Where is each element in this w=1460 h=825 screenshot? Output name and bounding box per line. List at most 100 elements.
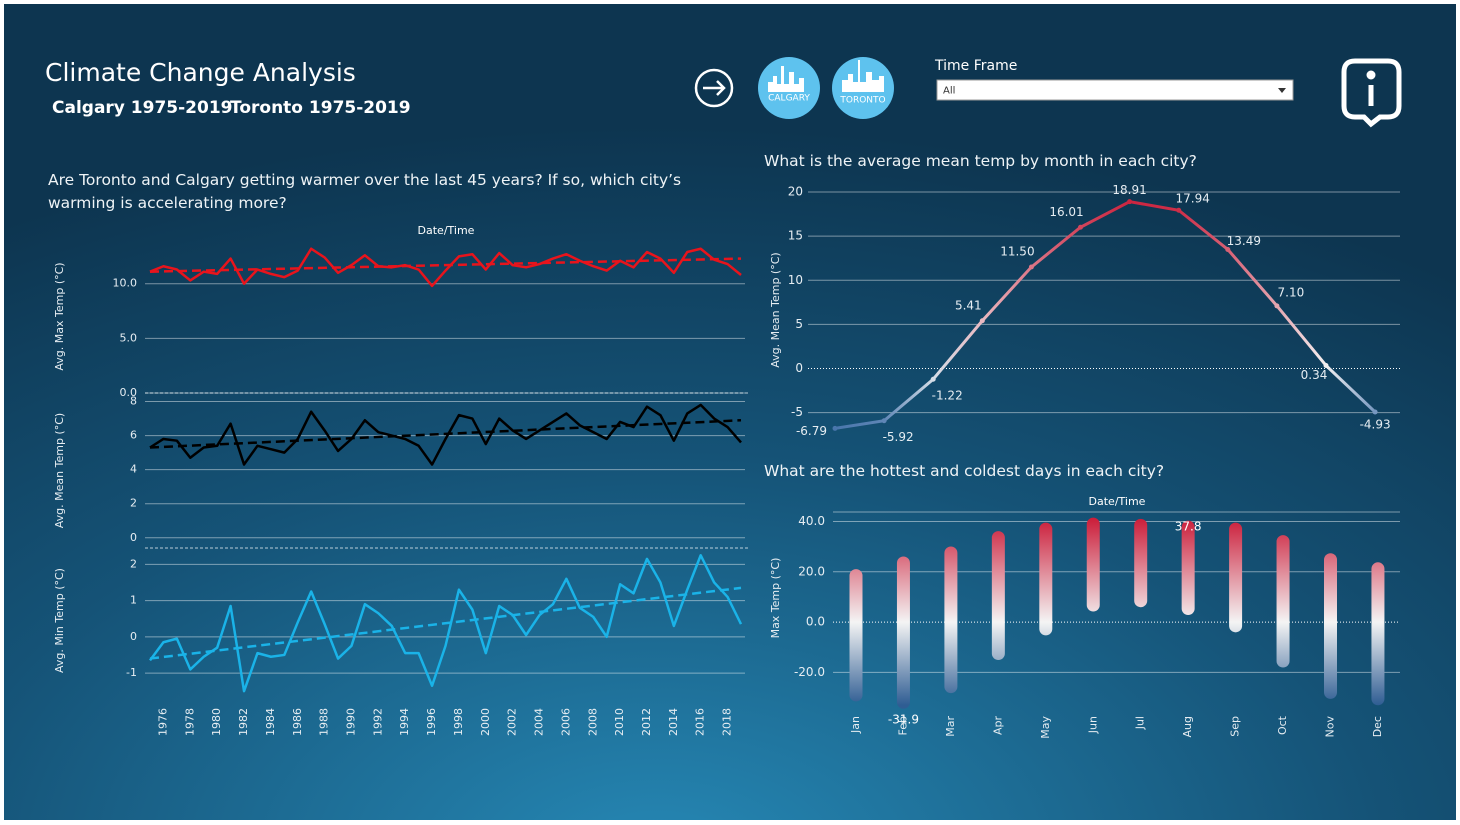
temp-range xyxy=(1276,535,1290,668)
temp-range xyxy=(1371,562,1385,706)
value-label: 11.50 xyxy=(1000,245,1034,259)
annotation: 37.8 xyxy=(1175,520,1202,534)
temp-range xyxy=(1039,522,1053,636)
series-line xyxy=(149,247,742,288)
y-tick-label: 10 xyxy=(788,273,803,287)
nav-arrow[interactable] xyxy=(694,68,734,108)
y-tick-label: -5 xyxy=(791,405,803,419)
series-line xyxy=(834,200,1377,430)
series-line xyxy=(149,403,742,466)
trend-line xyxy=(149,257,742,273)
y-tick-label: 0.0 xyxy=(806,615,825,629)
x-axis-label: Date/Time xyxy=(418,224,475,237)
point xyxy=(1176,207,1182,213)
y-tick-label: 20.0 xyxy=(798,564,825,578)
point xyxy=(979,318,985,324)
value-label: 16.01 xyxy=(1049,205,1083,219)
y-axis-label: Avg. Mean Temp (°C) xyxy=(53,413,66,528)
temp-range xyxy=(991,531,1005,660)
point xyxy=(1274,303,1280,309)
subtitle: Toronto 1975-2019 xyxy=(230,98,411,118)
x-tick-label: 2008 xyxy=(586,708,599,736)
point xyxy=(881,418,887,424)
x-tick-label: Mar xyxy=(944,716,957,737)
trend-line xyxy=(149,586,742,660)
x-tick-label: Feb xyxy=(896,716,909,735)
filter-label: Time Frame xyxy=(934,58,1017,74)
y-tick-label: 2 xyxy=(130,557,137,570)
chart-title: Are Toronto and Calgary getting warmer o… xyxy=(48,171,682,212)
x-tick-label: 2000 xyxy=(479,708,492,736)
x-tick-label: Oct xyxy=(1276,715,1289,735)
point xyxy=(1028,264,1034,270)
x-tick-label: Jul xyxy=(1134,716,1147,730)
value-label: 13.49 xyxy=(1227,234,1261,248)
x-tick-label: 1976 xyxy=(156,708,169,736)
temp-range xyxy=(896,556,910,709)
point xyxy=(832,425,838,431)
x-tick-label: 1980 xyxy=(210,708,223,736)
x-tick-label: Apr xyxy=(991,716,1004,736)
value-label: 18.91 xyxy=(1112,183,1146,197)
y-axis-label: Avg. Min Temp (°C) xyxy=(53,568,66,673)
y-tick-label: -1 xyxy=(126,666,137,679)
value-label: 17.94 xyxy=(1176,192,1210,206)
value-label: 5.41 xyxy=(955,298,982,312)
x-tick-label: Sep xyxy=(1229,716,1242,737)
filter-value: All xyxy=(943,86,955,97)
y-tick-label: 10.0 xyxy=(113,277,138,290)
y-tick-label: 0 xyxy=(795,361,803,375)
x-tick-label: Jan xyxy=(849,716,862,734)
x-tick-label: 1978 xyxy=(183,708,196,736)
temp-range xyxy=(1134,518,1148,608)
temp-range xyxy=(1181,520,1195,615)
y-tick-label: 15 xyxy=(788,229,803,243)
y-tick-label: 1 xyxy=(130,594,137,607)
x-tick-label: 2004 xyxy=(533,708,546,736)
logo-text: TORONTO xyxy=(839,96,885,106)
x-axis-label: Date/Time xyxy=(1089,495,1146,508)
x-tick-label: 1992 xyxy=(371,708,384,736)
x-tick-label: May xyxy=(1039,716,1052,739)
filter-dropdown[interactable]: All xyxy=(936,79,1294,101)
value-label: 7.10 xyxy=(1278,285,1305,299)
chart-title: What are the hottest and coldest days in… xyxy=(764,462,1165,480)
calgary-logo[interactable]: CALGARY xyxy=(758,57,820,119)
y-tick-label: -20.0 xyxy=(794,665,825,679)
x-tick-label: 1990 xyxy=(344,708,357,736)
subtitle: Calgary 1975-2019 xyxy=(52,98,232,118)
y-tick-label: 8 xyxy=(130,395,137,408)
x-tick-label: 2012 xyxy=(640,708,653,736)
trend-line xyxy=(149,419,742,449)
x-tick-label: 1994 xyxy=(398,708,411,736)
x-tick-label: 2016 xyxy=(694,708,707,736)
x-tick-label: 1986 xyxy=(291,708,304,736)
x-tick-label: 2010 xyxy=(613,708,626,736)
x-tick-label: 1988 xyxy=(318,708,331,736)
x-tick-label: Aug xyxy=(1181,716,1194,737)
y-tick-label: 0 xyxy=(130,531,137,544)
y-tick-label: 6 xyxy=(130,429,137,442)
point xyxy=(1225,246,1231,252)
point xyxy=(1372,409,1378,415)
x-tick-label: Dec xyxy=(1371,716,1384,737)
y-axis-label: Max Temp (°C) xyxy=(769,558,782,639)
y-tick-label: 0 xyxy=(130,630,137,643)
toronto-logo[interactable]: TORONTO xyxy=(832,57,894,119)
info-icon[interactable] xyxy=(1341,58,1402,128)
x-tick-label: 2002 xyxy=(506,708,519,736)
x-tick-label: Nov xyxy=(1324,716,1337,738)
x-tick-label: 2006 xyxy=(559,708,572,736)
x-tick-label: 1996 xyxy=(425,708,438,736)
background xyxy=(4,4,1456,820)
y-tick-label: 4 xyxy=(130,463,137,476)
temp-range xyxy=(1324,553,1337,699)
value-label: -6.79 xyxy=(796,424,827,438)
value-label: -4.93 xyxy=(1360,417,1391,431)
annotation: -31.9 xyxy=(888,713,919,727)
y-tick-label: 5.0 xyxy=(120,331,138,344)
value-label: 0.34 xyxy=(1301,368,1328,382)
y-axis-label: Avg. Mean Temp (°C) xyxy=(769,252,782,367)
